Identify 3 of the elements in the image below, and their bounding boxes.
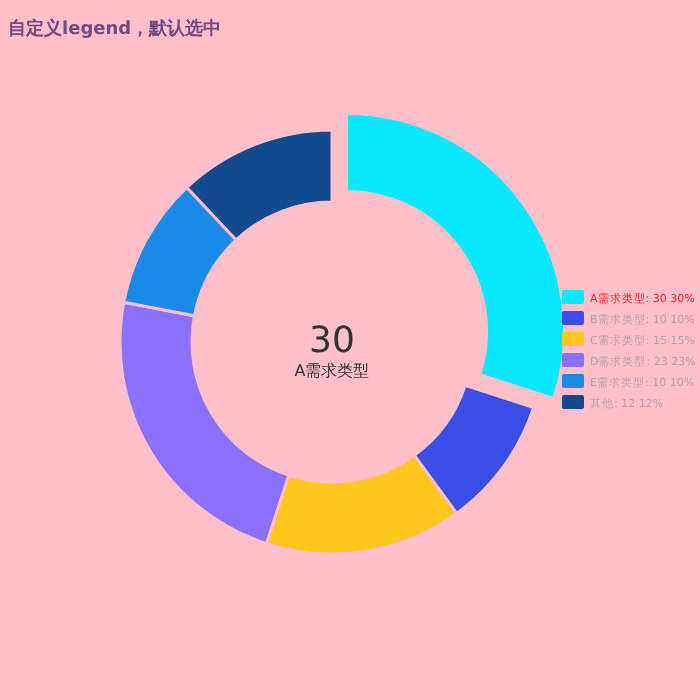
text: 30 <box>309 320 355 362</box>
text: A需求类型 <box>294 362 370 380</box>
chart-title: 自定义legend，默认选中 <box>8 18 222 40</box>
